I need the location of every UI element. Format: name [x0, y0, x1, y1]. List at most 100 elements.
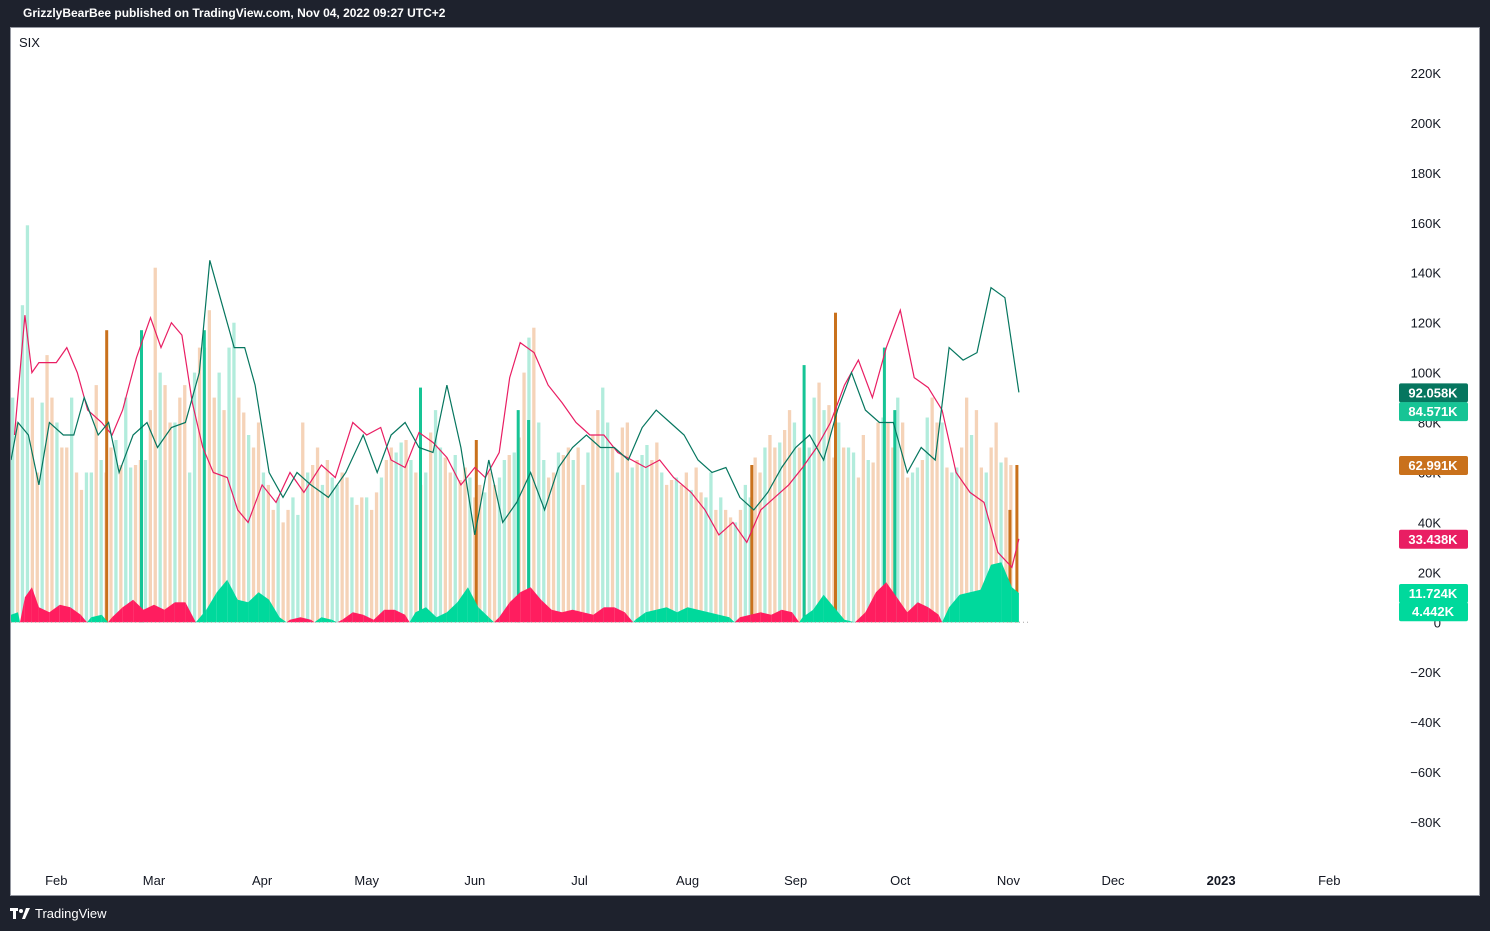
- volume-bar: [311, 465, 315, 623]
- y-tick-label: 120K: [1411, 316, 1442, 331]
- volume-bar: [669, 480, 674, 623]
- y-tick-label: −60K: [1410, 765, 1441, 780]
- volume-bar: [733, 522, 738, 623]
- price-scale[interactable]: 220K200K180K160K140K120K100K80K60K40K20K…: [1410, 66, 1441, 830]
- histogram-segment: [237, 599, 249, 623]
- volume-bar: [689, 489, 693, 623]
- y-tick-label: 100K: [1411, 366, 1442, 381]
- volume-bar: [984, 472, 988, 623]
- volume-bar: [930, 397, 934, 623]
- volume-bar: [424, 472, 428, 623]
- histogram-segment: [633, 619, 636, 623]
- volume-bar: [871, 462, 875, 623]
- volume-bar: [271, 509, 275, 623]
- line-green-series: [11, 260, 1020, 536]
- volume-bar: [891, 447, 895, 623]
- chart-panel[interactable]: SIX 220K200K180K160K140K120K100K80K60K40…: [10, 27, 1480, 896]
- volume-bar: [724, 509, 728, 623]
- volume-bar: [758, 472, 762, 623]
- histogram-segment: [310, 619, 315, 623]
- volume-bar: [143, 460, 148, 623]
- volume-bar: [30, 397, 34, 623]
- histogram-segment: [20, 597, 25, 623]
- volume-bar: [896, 397, 900, 623]
- histogram-segment: [467, 587, 479, 623]
- histogram-area-layer: [11, 562, 1029, 623]
- volume-bar: [645, 445, 649, 623]
- volume-bar: [842, 447, 846, 623]
- volume-bar: [792, 422, 797, 623]
- histogram-segment: [258, 592, 270, 623]
- volume-bar: [94, 385, 98, 623]
- histogram-segment: [154, 604, 165, 623]
- volume-spike: [1008, 509, 1012, 623]
- volume-bar: [448, 472, 452, 623]
- volume-bar: [458, 480, 462, 623]
- volume-bar: [812, 397, 816, 623]
- volume-bar: [586, 452, 590, 623]
- histogram-segment: [645, 609, 657, 623]
- volume-bar: [606, 422, 610, 623]
- symbol-label: SIX: [19, 35, 40, 50]
- volume-bar: [148, 410, 152, 623]
- histogram-segment: [635, 612, 646, 623]
- volume-bar: [178, 397, 182, 623]
- histogram-segment: [11, 612, 18, 623]
- volume-bar: [168, 422, 172, 623]
- lines-layer: [11, 260, 1020, 569]
- histogram-segment: [760, 612, 772, 623]
- volume-bar: [901, 422, 905, 623]
- histogram-segment: [436, 612, 447, 623]
- volume-bar: [266, 484, 270, 623]
- volume-bar: [335, 484, 339, 623]
- volume-bar: [45, 355, 49, 623]
- volume-bar: [1004, 457, 1008, 623]
- histogram-segment: [687, 607, 698, 623]
- time-scale[interactable]: Feb Mar Apr May Jun Jul Aug Sep Oct Nov Dec 2023 Feb: [45, 873, 1340, 888]
- histogram-segment: [352, 612, 364, 623]
- histogram-segment: [907, 602, 918, 623]
- volume-spike: [140, 330, 143, 623]
- histogram-segment: [802, 609, 814, 623]
- volume-bar: [561, 455, 565, 623]
- volume-spike: [419, 387, 422, 623]
- y-tick-label: 0: [1434, 615, 1441, 630]
- histogram-segment: [865, 592, 876, 623]
- volume-bar: [74, 472, 79, 623]
- histogram-segment: [216, 579, 228, 623]
- histogram-segment: [409, 612, 416, 623]
- volume-bar: [905, 477, 910, 623]
- volume-bar: [778, 442, 782, 623]
- histogram-segment: [781, 609, 793, 623]
- histogram-segment: [195, 609, 207, 623]
- volume-bar: [979, 467, 983, 623]
- volume-bar: [389, 447, 393, 623]
- last-value-badge: [1399, 383, 1468, 403]
- volume-bar: [315, 447, 320, 623]
- tradingview-logo[interactable]: TradingView: [10, 896, 107, 931]
- chart-canvas[interactable]: SIX 220K200K180K160K140K120K100K80K60K40…: [11, 28, 1479, 895]
- volume-bar: [65, 447, 69, 623]
- y-tick-label: 20K: [1418, 565, 1441, 580]
- volume-bar: [15, 422, 20, 623]
- volume-bar: [773, 447, 777, 623]
- volume-bar: [876, 422, 880, 623]
- histogram-segment: [143, 604, 154, 623]
- volume-bar: [522, 372, 526, 623]
- last-value-badge: [1399, 456, 1468, 475]
- histogram-segment: [520, 587, 531, 623]
- volume-bar: [35, 472, 39, 623]
- volume-bar: [738, 509, 743, 623]
- histogram-segment: [286, 619, 290, 623]
- volume-bar: [674, 477, 679, 623]
- volume-bar: [601, 387, 605, 623]
- histogram-segment: [1011, 587, 1019, 623]
- volume-bar: [709, 472, 713, 623]
- volume-bar: [620, 427, 624, 623]
- y-tick-label: 180K: [1411, 166, 1442, 181]
- y-tick-label: 140K: [1411, 266, 1442, 281]
- y-tick-label: 40K: [1418, 515, 1441, 530]
- volume-bar: [497, 477, 502, 623]
- volume-bar: [129, 467, 133, 623]
- histogram-segment: [488, 617, 494, 623]
